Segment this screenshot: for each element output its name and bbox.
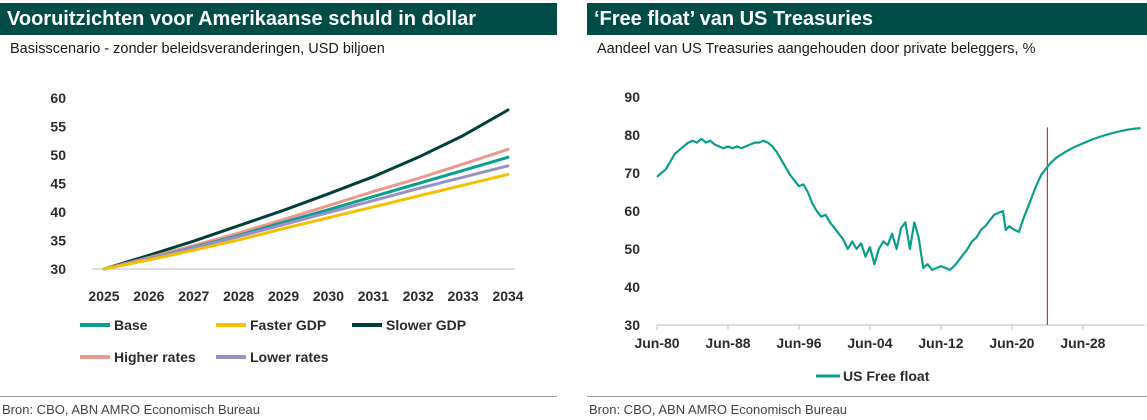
x-tick-label: Jun-88 [705, 335, 750, 351]
x-tick-label: Jun-04 [847, 335, 892, 351]
y-tick-label: 55 [50, 119, 66, 135]
legend-label: Slower GDP [386, 317, 466, 333]
x-tick-label: Jun-96 [776, 335, 821, 351]
legend-label: Higher rates [114, 349, 196, 365]
series-line-faster-gdp [102, 172, 510, 271]
left-source-note: Bron: CBO, ABN AMRO Economisch Bureau [0, 396, 557, 417]
legend-label: Lower rates [250, 349, 329, 365]
legend-label: US Free float [843, 368, 930, 384]
x-tick-label: Jun-80 [634, 335, 679, 351]
legend-label: Base [114, 317, 148, 333]
series-line-slower-gdp [102, 108, 510, 271]
y-tick-label: 40 [50, 204, 66, 220]
x-tick-label: Jun-28 [1060, 335, 1105, 351]
y-tick-label: 80 [624, 127, 640, 143]
right-chart-subtitle: Aandeel van US Treasuries aangehouden do… [597, 41, 1036, 57]
y-tick-label: 30 [50, 261, 66, 277]
x-tick-label: 2033 [448, 288, 479, 304]
x-tick-label: 2034 [492, 288, 523, 304]
x-tick-label: Jun-12 [918, 335, 963, 351]
x-tick-label: 2030 [313, 288, 344, 304]
x-tick-label: 2027 [178, 288, 209, 304]
y-tick-label: 90 [624, 89, 640, 105]
x-tick-label: 2025 [88, 288, 119, 304]
y-tick-label: 70 [624, 165, 640, 181]
x-tick-label: 2028 [223, 288, 254, 304]
y-tick-label: 45 [50, 176, 66, 192]
left-chart-subtitle: Basisscenario - zonder beleidsveranderin… [10, 41, 385, 57]
x-tick-label: Jun-20 [989, 335, 1034, 351]
y-tick-label: 60 [50, 90, 66, 106]
right-chart-title: ‘Free float’ van US Treasuries [587, 3, 1147, 35]
y-tick-label: 50 [624, 241, 640, 257]
left-chart-title: Vooruitzichten voor Amerikaanse schuld i… [0, 3, 557, 35]
left-chart-panel: Vooruitzichten voor Amerikaanse schuld i… [0, 0, 557, 420]
debt-projection-chart: 30 35 40 45 50 55 60 2025 2026 2027 2028 2029 2030 20… [50, 90, 523, 365]
x-tick-label: 2026 [133, 288, 164, 304]
legend-label: Faster GDP [250, 317, 326, 333]
right-chart-panel: ‘Free float’ van US Treasuries Aandeel v… [587, 0, 1147, 420]
series-line-us-free-float [656, 127, 1141, 271]
y-tick-label: 30 [624, 317, 640, 333]
y-tick-label: 50 [50, 147, 66, 163]
series-line-lower-rates [102, 164, 510, 271]
x-tick-label: 2032 [403, 288, 434, 304]
y-tick-label: 60 [624, 203, 640, 219]
free-float-chart: 30 40 50 60 70 80 90 Jun-80 Jun-88 Jun-96 Jun-04 Ju… [624, 89, 1145, 384]
x-tick-label: 2029 [268, 288, 299, 304]
x-tick-label: 2031 [358, 288, 389, 304]
right-source-note: Bron: CBO, ABN AMRO Economisch Bureau [587, 396, 1147, 417]
y-tick-label: 35 [50, 233, 66, 249]
y-tick-label: 40 [624, 279, 640, 295]
